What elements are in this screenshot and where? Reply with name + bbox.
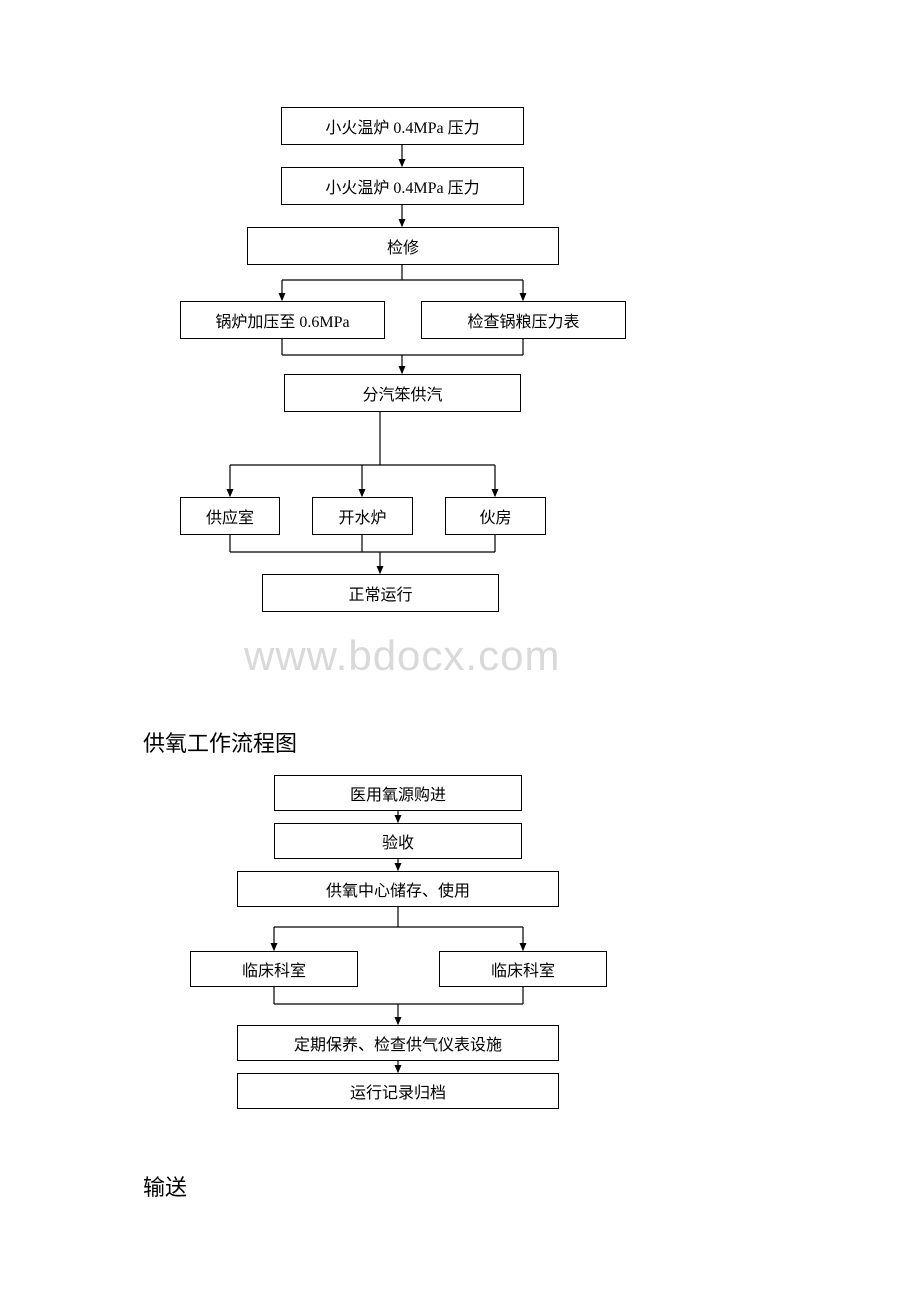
- fc1-node-6: 分汽笨供汽: [284, 374, 521, 412]
- fc1-node-2: 小火温炉 0.4MPa 压力: [281, 167, 524, 205]
- fc2-node-5: 临床科室: [439, 951, 607, 987]
- watermark-text: www.bdocx.com: [244, 632, 560, 680]
- section-title-oxygen: 供氧工作流程图: [143, 726, 297, 758]
- fc2-node-7: 运行记录归档: [237, 1073, 559, 1109]
- fc2-node-1: 医用氧源购进: [274, 775, 522, 811]
- section-title-transport: 输送: [143, 1170, 187, 1202]
- fc1-node-4: 锅炉加压至 0.6MPa: [180, 301, 385, 339]
- fc1-node-9: 伙房: [445, 497, 546, 535]
- fc1-node-8: 开水炉: [312, 497, 413, 535]
- fc1-node-5: 检查锅粮压力表: [421, 301, 626, 339]
- fc2-node-4: 临床科室: [190, 951, 358, 987]
- page: 小火温炉 0.4MPa 压力 小火温炉 0.4MPa 压力 检修 锅炉加压至 0…: [0, 0, 920, 1302]
- fc2-node-6: 定期保养、检查供气仪表设施: [237, 1025, 559, 1061]
- fc2-node-2: 验收: [274, 823, 522, 859]
- fc1-node-1: 小火温炉 0.4MPa 压力: [281, 107, 524, 145]
- fc1-node-7: 供应室: [180, 497, 280, 535]
- fc2-node-3: 供氧中心储存、使用: [237, 871, 559, 907]
- fc1-node-3: 检修: [247, 227, 559, 265]
- fc1-node-10: 正常运行: [262, 574, 499, 612]
